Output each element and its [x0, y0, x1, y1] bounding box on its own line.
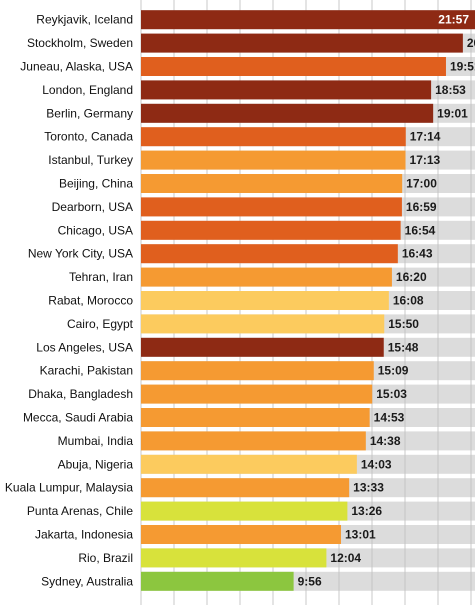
bar [141, 384, 373, 404]
value-label: 14:38 [370, 434, 401, 448]
category-label: Rio, Brazil [78, 551, 133, 565]
bar [141, 361, 374, 381]
category-label: Beijing, China [59, 177, 133, 191]
bar [141, 408, 370, 427]
value-label: 16:54 [405, 223, 436, 237]
value-label: 15:50 [388, 317, 419, 331]
category-label: Rabat, Morocco [48, 294, 133, 308]
bar [141, 80, 432, 100]
value-label: 15:48 [388, 340, 419, 354]
value-label: 14:03 [361, 457, 392, 471]
category-label: Mecca, Saudi Arabia [23, 411, 133, 425]
value-label: 16:59 [406, 200, 437, 214]
value-label: 9:56 [298, 574, 322, 588]
category-label: Cairo, Egypt [67, 317, 134, 331]
bar [141, 501, 348, 521]
value-label: 19:51 [450, 60, 475, 74]
value-label: 15:09 [378, 364, 409, 378]
category-label: New York City, USA [28, 247, 133, 261]
bar [141, 571, 294, 591]
category-label: Stockholm, Sweden [27, 36, 133, 50]
category-label: Juneau, Alaska, USA [20, 60, 133, 74]
value-label: 15:03 [376, 387, 407, 401]
value-label: 16:08 [393, 294, 424, 308]
value-label: 17:13 [410, 153, 441, 167]
category-label: Jakarta, Indonesia [35, 528, 133, 542]
bar [141, 267, 392, 287]
bar [141, 548, 327, 568]
value-label: 17:14 [410, 130, 441, 144]
category-label: London, England [42, 83, 133, 97]
category-label: Kuala Lumpur, Malaysia [5, 481, 133, 495]
bar [141, 291, 389, 310]
value-label: 16:20 [396, 270, 427, 284]
category-label: Dhaka, Bangladesh [28, 387, 133, 401]
bar [141, 127, 406, 147]
bar [141, 478, 350, 498]
category-label: Abuja, Nigeria [58, 457, 134, 471]
bar [141, 431, 366, 451]
category-label: Toronto, Canada [44, 130, 133, 144]
category-label: Berlin, Germany [46, 106, 133, 120]
value-label: 20:57 [467, 36, 475, 50]
value-label: 13:01 [345, 528, 376, 542]
bar [141, 174, 403, 193]
bar [141, 454, 357, 474]
bar [141, 314, 385, 334]
category-label: Tehran, Iran [69, 270, 133, 284]
category-label: Sydney, Australia [41, 574, 133, 588]
category-label: Karachi, Pakistan [40, 364, 133, 378]
value-label: 13:26 [351, 504, 382, 518]
bar [141, 220, 401, 240]
value-label: 17:00 [406, 177, 437, 191]
bar [141, 33, 463, 53]
bar [141, 10, 475, 30]
category-label: Punta Arenas, Chile [27, 504, 133, 518]
bar [141, 150, 406, 170]
bar [141, 525, 341, 544]
category-label: Chicago, USA [58, 223, 133, 237]
bar [141, 103, 434, 123]
value-label: 16:43 [402, 247, 433, 261]
value-label: 13:33 [353, 481, 384, 495]
bar [141, 244, 398, 264]
bar [141, 57, 446, 76]
value-label: 12:04 [330, 551, 361, 565]
category-label: Reykjavik, Iceland [36, 13, 133, 27]
value-label: 18:53 [435, 83, 466, 97]
value-label: 19:01 [437, 106, 468, 120]
category-label: Mumbai, India [58, 434, 134, 448]
category-label: Istanbul, Turkey [48, 153, 133, 167]
value-label: 21:57 [438, 13, 469, 27]
bar [141, 197, 402, 217]
bar [141, 337, 384, 357]
category-label: Dearborn, USA [52, 200, 133, 214]
category-label: Los Angeles, USA [36, 340, 133, 354]
value-label: 14:53 [374, 411, 405, 425]
